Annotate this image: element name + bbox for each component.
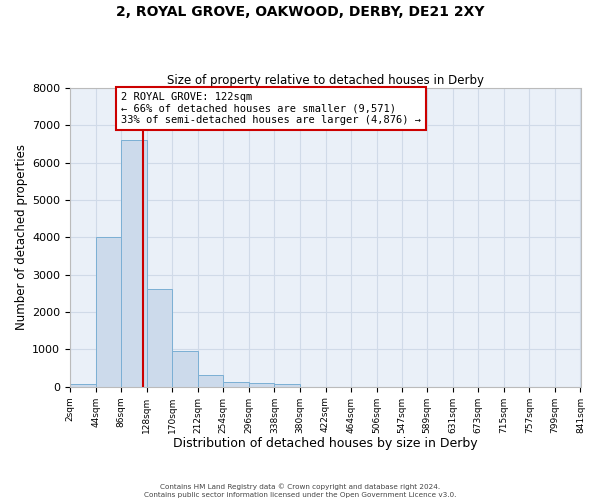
Text: Contains HM Land Registry data © Crown copyright and database right 2024.
Contai: Contains HM Land Registry data © Crown c… xyxy=(144,484,456,498)
Bar xyxy=(70,384,95,386)
Bar xyxy=(274,384,300,386)
Bar xyxy=(172,351,198,386)
Y-axis label: Number of detached properties: Number of detached properties xyxy=(15,144,28,330)
Title: Size of property relative to detached houses in Derby: Size of property relative to detached ho… xyxy=(167,74,484,87)
Text: 2 ROYAL GROVE: 122sqm
← 66% of detached houses are smaller (9,571)
33% of semi-d: 2 ROYAL GROVE: 122sqm ← 66% of detached … xyxy=(121,92,421,125)
Bar xyxy=(146,289,172,386)
Bar xyxy=(121,140,146,386)
Bar xyxy=(198,375,223,386)
Text: 2, ROYAL GROVE, OAKWOOD, DERBY, DE21 2XY: 2, ROYAL GROVE, OAKWOOD, DERBY, DE21 2XY xyxy=(116,5,484,19)
Bar xyxy=(249,384,274,386)
X-axis label: Distribution of detached houses by size in Derby: Distribution of detached houses by size … xyxy=(173,437,478,450)
Bar xyxy=(223,382,249,386)
Bar xyxy=(95,238,121,386)
